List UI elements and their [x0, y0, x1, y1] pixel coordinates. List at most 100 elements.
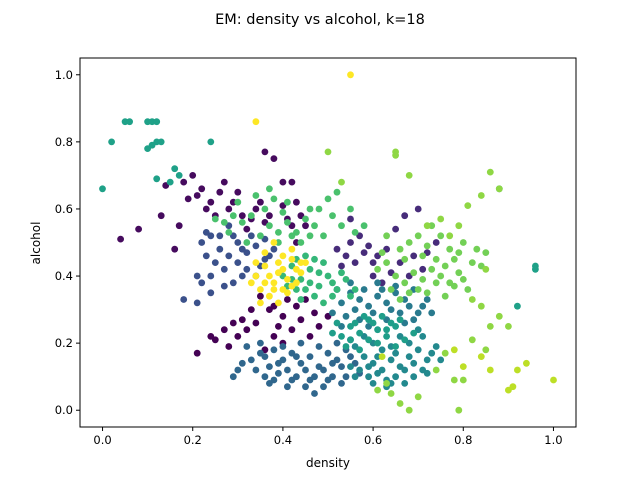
data-point-cluster-4 [279, 343, 287, 350]
data-point-cluster-0 [252, 319, 260, 327]
data-point-cluster-14 [347, 71, 354, 79]
data-point-cluster-1 [293, 198, 300, 206]
data-point-cluster-14 [293, 265, 300, 273]
data-point-cluster-3 [252, 242, 260, 250]
data-point-cluster-8 [320, 299, 327, 307]
data-point-cluster-11 [423, 242, 431, 250]
data-point-cluster-11 [419, 252, 427, 260]
x-tick: 0.2 [184, 427, 202, 447]
data-point-cluster-12 [505, 323, 512, 330]
data-point-cluster-1 [117, 235, 124, 243]
data-point-cluster-13 [459, 363, 467, 370]
x-axis-label: density [306, 456, 350, 470]
data-point-cluster-9 [144, 145, 152, 153]
data-point-cluster-1 [189, 172, 197, 179]
data-point-cluster-4 [293, 353, 300, 360]
data-point-cluster-5 [360, 353, 368, 360]
data-point-cluster-10 [306, 205, 314, 213]
data-point-cluster-4 [311, 390, 318, 397]
data-point-cluster-14 [257, 299, 264, 307]
data-point-cluster-10 [324, 195, 332, 203]
data-point-cluster-9 [175, 172, 183, 179]
data-point-cluster-10 [311, 222, 318, 230]
data-point-cluster-4 [229, 373, 237, 381]
data-point-cluster-12 [455, 406, 463, 414]
data-point-cluster-4 [261, 373, 269, 381]
data-point-cluster-11 [392, 272, 399, 280]
data-point-cluster-7 [383, 333, 390, 340]
data-point-cluster-10 [243, 239, 251, 246]
data-point-cluster-10 [211, 215, 219, 223]
data-point-cluster-2 [338, 262, 345, 270]
y-tick: 0.6 [55, 202, 80, 216]
data-point-cluster-12 [450, 376, 458, 384]
data-point-cluster-10 [229, 212, 237, 220]
data-point-cluster-6 [378, 286, 386, 293]
data-point-cluster-5 [374, 369, 381, 377]
data-point-cluster-12 [459, 376, 467, 384]
data-point-cluster-3 [202, 252, 210, 260]
data-point-cluster-11 [401, 279, 409, 287]
data-point-cluster-9 [166, 178, 174, 186]
data-point-cluster-10 [234, 198, 242, 206]
data-point-cluster-7 [365, 316, 372, 324]
data-point-cluster-6 [329, 309, 336, 317]
data-point-cluster-5 [428, 349, 436, 357]
data-point-cluster-4 [320, 383, 327, 391]
data-point-cluster-4 [302, 366, 309, 374]
data-point-cluster-2 [419, 265, 427, 273]
data-point-cluster-12 [432, 366, 440, 374]
x-tick-label: 0.8 [454, 433, 472, 447]
data-point-cluster-3 [238, 272, 246, 280]
data-point-cluster-14 [279, 286, 287, 293]
data-point-cluster-12 [374, 386, 381, 394]
data-point-cluster-6 [351, 306, 359, 313]
data-point-cluster-12 [437, 215, 445, 223]
data-point-cluster-12 [477, 302, 485, 310]
data-point-cluster-7 [347, 336, 354, 344]
data-point-cluster-14 [275, 299, 282, 307]
data-point-cluster-11 [401, 255, 409, 263]
data-point-cluster-11 [383, 259, 390, 266]
data-point-cluster-12 [441, 349, 449, 357]
data-point-cluster-12 [405, 172, 413, 179]
data-point-cluster-6 [383, 299, 390, 307]
data-point-cluster-11 [414, 286, 422, 293]
data-point-cluster-3 [247, 232, 255, 240]
data-point-cluster-4 [338, 380, 345, 387]
data-point-cluster-12 [396, 400, 404, 407]
data-point-cluster-7 [333, 319, 341, 327]
data-point-cluster-3 [243, 265, 251, 273]
data-points [99, 71, 557, 414]
data-point-cluster-5 [410, 373, 418, 381]
data-point-cluster-10 [252, 192, 260, 199]
data-point-cluster-1 [220, 178, 228, 186]
data-point-cluster-2 [401, 212, 409, 220]
data-point-cluster-7 [342, 343, 350, 350]
data-point-cluster-14 [270, 286, 278, 293]
data-point-cluster-14 [288, 282, 296, 290]
data-point-cluster-4 [257, 339, 264, 347]
data-point-cluster-5 [423, 369, 431, 377]
data-point-cluster-10 [360, 222, 368, 230]
data-point-cluster-4 [329, 359, 336, 367]
y-tick: 0.8 [55, 135, 80, 149]
data-point-cluster-8 [347, 292, 354, 300]
data-point-cluster-1 [207, 198, 215, 206]
data-point-cluster-2 [365, 242, 372, 250]
data-point-cluster-10 [275, 229, 282, 236]
data-point-cluster-6 [374, 292, 381, 300]
data-point-cluster-0 [225, 343, 233, 350]
data-point-cluster-10 [351, 229, 359, 236]
data-point-cluster-12 [446, 232, 454, 240]
data-point-cluster-11 [414, 232, 422, 240]
data-point-cluster-0 [193, 349, 201, 357]
data-point-cluster-12 [482, 265, 490, 273]
data-point-cluster-2 [414, 205, 422, 213]
y-tick-label: 0.4 [55, 269, 73, 283]
data-point-cluster-6 [369, 309, 377, 317]
data-point-cluster-10 [266, 222, 273, 230]
data-point-cluster-6 [356, 296, 363, 303]
data-point-cluster-4 [252, 366, 260, 374]
data-point-cluster-10 [270, 195, 278, 203]
